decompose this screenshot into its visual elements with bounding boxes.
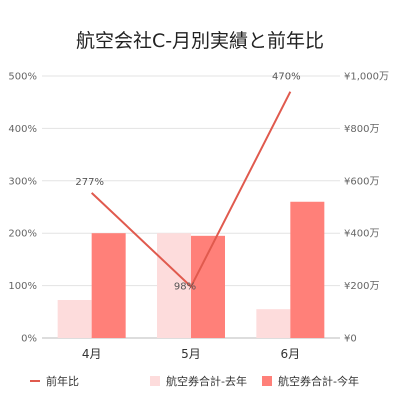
left-axis-tick-label: 200% <box>8 229 37 240</box>
left-axis-tick-label: 0% <box>21 334 37 345</box>
bar <box>91 233 126 338</box>
right-axis-tick-label: ¥1,000万 <box>344 72 389 83</box>
right-axis-tick-label: ¥400万 <box>344 229 379 240</box>
bar <box>290 201 325 338</box>
bar <box>57 300 92 338</box>
category-label: 4月 <box>82 347 102 361</box>
legend-swatch <box>262 376 272 386</box>
chart-title: 航空会社C-月別実績と前年比 <box>75 30 325 52</box>
right-axis-tick-label: ¥200万 <box>344 281 379 292</box>
legend-label: 航空券合計-今年 <box>278 374 359 388</box>
bar <box>256 309 291 338</box>
line-data-label: 98% <box>174 282 196 293</box>
right-axis-tick-label: ¥600万 <box>344 176 379 187</box>
left-axis-tick-label: 100% <box>8 281 37 292</box>
line-series <box>90 91 292 289</box>
legend-label: 航空券合計-去年 <box>166 374 247 388</box>
right-axis-tick-label: ¥800万 <box>344 124 379 135</box>
line-data-label: 470% <box>272 72 301 83</box>
right-axis-tick-label: ¥0 <box>344 334 357 345</box>
line-data-label: 277% <box>75 177 104 188</box>
category-label: 5月 <box>181 347 201 361</box>
legend-swatch <box>150 376 160 386</box>
category-label: 6月 <box>281 347 301 361</box>
legend-label: 前年比 <box>46 374 79 388</box>
left-axis-tick-label: 400% <box>8 124 37 135</box>
left-axis-tick-label: 500% <box>8 72 37 83</box>
left-axis-tick-label: 300% <box>8 176 37 187</box>
bar <box>157 233 191 338</box>
